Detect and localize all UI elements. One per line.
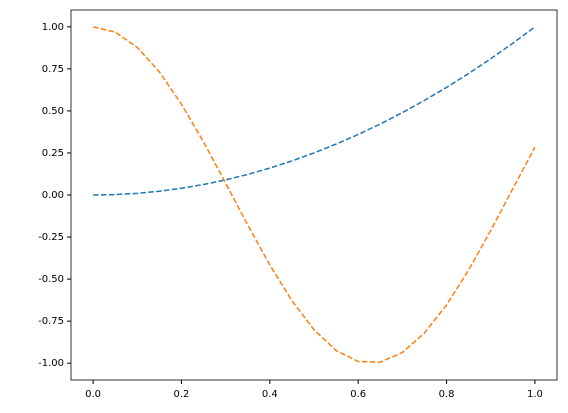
x-tick-label: 0.4 <box>262 389 278 400</box>
y-tick-label: 1.00 <box>42 22 64 33</box>
x-tick-label: 0.0 <box>85 389 101 400</box>
y-tick-label: 0.75 <box>42 64 64 75</box>
y-tick-label: -0.75 <box>38 316 64 327</box>
plot-frame <box>70 9 558 381</box>
x-tick-label: 1.0 <box>527 389 543 400</box>
y-tick-label: 0.00 <box>42 190 64 201</box>
y-tick-label: 0.50 <box>42 106 64 117</box>
y-tick-label: -0.25 <box>38 232 64 243</box>
y-tick-label: -0.50 <box>38 274 64 285</box>
x-tick-label: 0.2 <box>174 389 190 400</box>
y-tick-label: 0.25 <box>42 148 64 159</box>
x-tick-label: 0.6 <box>350 389 366 400</box>
line-series <box>93 26 536 196</box>
x-tick-label: 0.8 <box>439 389 455 400</box>
line-series <box>92 26 536 363</box>
y-tick-label: -1.00 <box>38 358 64 369</box>
